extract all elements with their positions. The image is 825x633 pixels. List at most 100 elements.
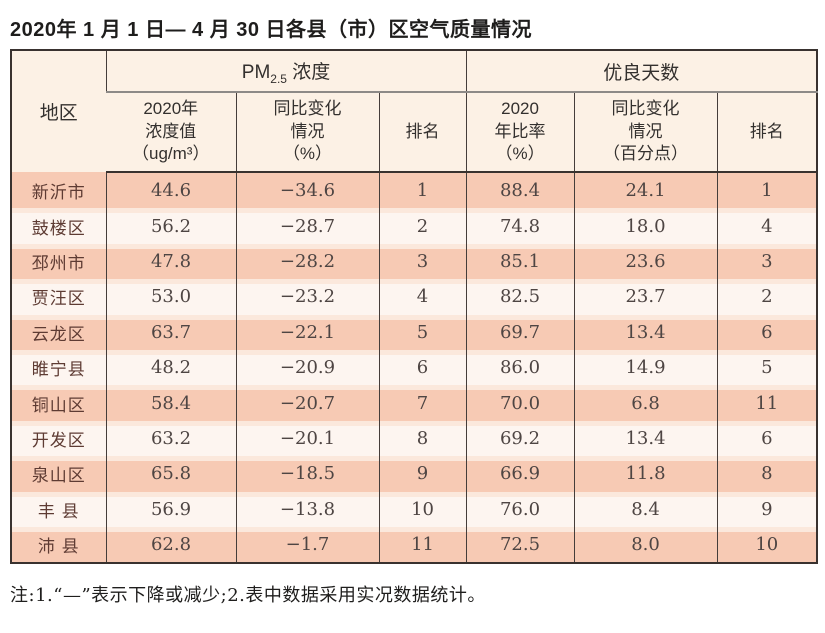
table-body: 新沂市 44.6 −34.6 1 88.4 24.1 1 鼓楼区 56.2 −28.7 2 74.8 1… [11,172,818,564]
table-row: 新沂市 44.6 −34.6 1 88.4 24.1 1 [11,172,818,209]
value-cell: 63.2 [105,420,236,457]
table-row: 泉山区 65.8 −18.5 9 66.9 11.8 8 [11,456,818,492]
region-cell: 云龙区 [11,314,106,350]
value-cell: 8 [378,420,467,457]
value-cell: −20.9 [235,349,379,386]
value-cell: 69.7 [465,314,575,350]
value-cell: −18.5 [235,456,379,492]
value-cell: 8.4 [573,491,718,527]
value-cell: 63.7 [105,314,236,350]
value-cell: 13.4 [573,314,718,350]
value-cell: −23.2 [235,279,379,315]
value-cell: 88.4 [465,172,575,209]
value-cell: 2 [378,208,467,244]
value-cell: −20.7 [235,385,379,421]
column-header-region: 地区 [11,50,106,172]
header-sub-row: 2020年 浓度值 （ug/m³） 同比变化 情况 （%） 排名 2020 年比… [11,92,818,173]
value-cell: 70.0 [465,385,575,421]
value-cell: 62.8 [105,526,236,564]
value-cell: 9 [378,456,467,492]
region-cell: 贾汪区 [11,279,106,315]
column-header-pm-value: 2020年 浓度值 （ug/m³） [106,92,236,173]
value-cell: 65.8 [105,456,236,492]
header-group-row: 地区 PM2.5 浓度 优良天数 [11,50,818,172]
value-cell: 9 [716,491,818,527]
value-cell: 5 [716,349,818,386]
value-cell: 6.8 [573,385,718,421]
value-cell: 56.9 [105,491,236,527]
air-quality-table: 地区 PM2.5 浓度 优良天数 2020年 浓度值 （ug/m³） 同比变化 … [10,49,819,565]
column-header-rate: 2020 年比率 （%） [465,92,575,173]
value-cell: 3 [378,243,467,280]
region-cell: 铜山区 [11,385,106,421]
value-cell: 85.1 [465,243,575,280]
region-cell: 泉山区 [11,456,106,492]
value-cell: 1 [378,172,467,209]
value-cell: 18.0 [573,208,718,244]
region-cell: 沛 县 [11,526,106,564]
value-cell: 7 [378,385,467,421]
region-cell: 鼓楼区 [11,208,106,244]
value-cell: 6 [716,314,818,350]
value-cell: 44.6 [105,172,236,209]
value-cell: 48.2 [105,349,236,386]
table-row: 丰 县 56.9 −13.8 10 76.0 8.4 9 [11,491,818,527]
column-header-pm-change: 同比变化 情况 （%） [235,92,379,173]
table-row: 沛 县 62.8 −1.7 11 72.5 8.0 10 [11,526,818,564]
region-cell: 开发区 [11,420,106,457]
table-row: 开发区 63.2 −20.1 8 69.2 13.4 6 [11,420,818,457]
pm25-label-suffix: 浓度 [286,61,331,83]
value-cell: 4 [378,279,467,315]
column-header-pm-rank: 排名 [378,92,467,173]
value-cell: 53.0 [105,279,236,315]
value-cell: 3 [716,243,818,280]
value-cell: 58.4 [105,385,236,421]
column-group-good-days: 优良天数 [465,50,818,93]
value-cell: 82.5 [465,279,575,315]
value-cell: 6 [716,420,818,457]
table-row: 铜山区 58.4 −20.7 7 70.0 6.8 11 [11,385,818,421]
pm25-label-prefix: PM [241,61,271,83]
value-cell: 66.9 [465,456,575,492]
region-cell: 邳州市 [11,243,106,280]
value-cell: 8 [716,456,818,492]
value-cell: 4 [716,208,818,244]
value-cell: 47.8 [105,243,236,280]
column-group-pm25: PM2.5 浓度 [105,50,467,93]
value-cell: 11 [716,385,818,421]
value-cell: 13.4 [573,420,718,457]
region-cell: 丰 县 [11,491,106,527]
value-cell: 8.0 [573,526,718,564]
value-cell: −34.6 [235,172,379,209]
page-title: 2020年 1 月 1 日— 4 月 30 日各县（市）区空气质量情况 [10,19,533,41]
table-row: 贾汪区 53.0 −23.2 4 82.5 23.7 2 [11,279,818,315]
region-cell: 新沂市 [11,172,106,209]
value-cell: 74.8 [465,208,575,244]
value-cell: 69.2 [465,420,575,457]
value-cell: 72.5 [465,526,575,564]
value-cell: 86.0 [465,349,575,386]
value-cell: −22.1 [235,314,379,350]
value-cell: −20.1 [235,420,379,457]
column-header-rate-change: 同比变化 情况 （百分点） [573,92,718,173]
value-cell: 10 [378,491,467,527]
value-cell: 23.6 [573,243,718,280]
value-cell: 24.1 [573,172,718,209]
table-row: 鼓楼区 56.2 −28.7 2 74.8 18.0 4 [11,208,818,244]
value-cell: −1.7 [235,526,379,564]
pm25-label-subscript: 2.5 [270,71,287,86]
value-cell: 11.8 [573,456,718,492]
table-row: 睢宁县 48.2 −20.9 6 86.0 14.9 5 [11,349,818,386]
column-header-rank: 排名 [716,92,818,173]
value-cell: 56.2 [105,208,236,244]
value-cell: 10 [716,526,818,564]
value-cell: 2 [716,279,818,315]
value-cell: 14.9 [573,349,718,386]
value-cell: 6 [378,349,467,386]
value-cell: 23.7 [573,279,718,315]
value-cell: −28.2 [235,243,379,280]
value-cell: 5 [378,314,467,350]
value-cell: −28.7 [235,208,379,244]
table-row: 邳州市 47.8 −28.2 3 85.1 23.6 3 [11,243,818,280]
value-cell: −13.8 [235,491,379,527]
